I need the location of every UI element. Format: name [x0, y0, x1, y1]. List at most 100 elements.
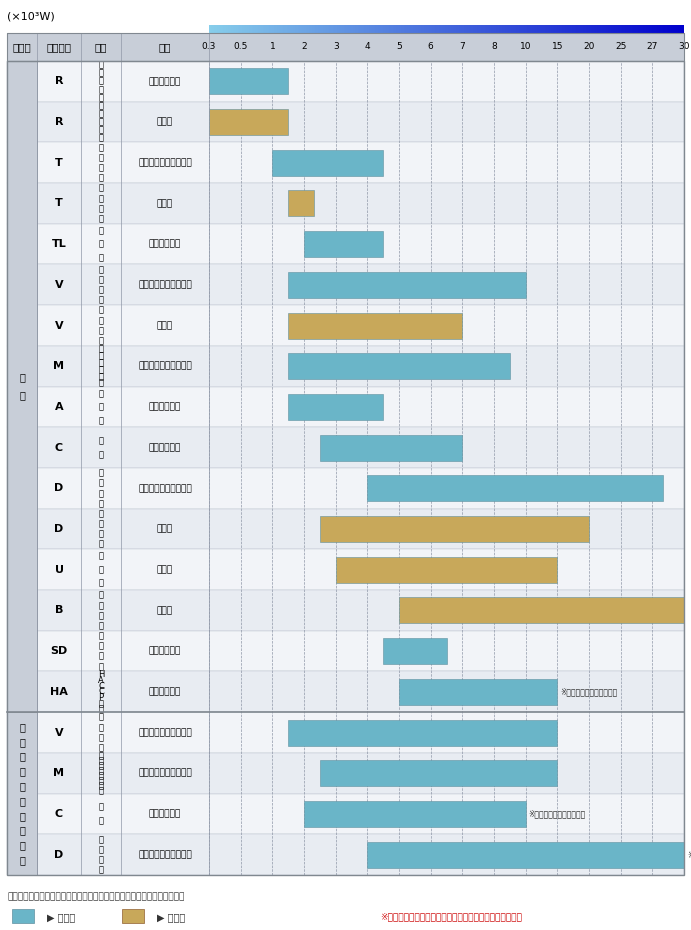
- Bar: [567, 25, 569, 33]
- Text: ▶ 冷凍用: ▶ 冷凍用: [157, 912, 185, 922]
- Text: A: A: [55, 402, 64, 412]
- Bar: [467, 25, 469, 33]
- Text: R: R: [55, 76, 64, 86]
- Text: オフサイクル: オフサイクル: [149, 687, 181, 697]
- Bar: [244, 25, 245, 33]
- Bar: [388, 25, 390, 33]
- Bar: [660, 25, 662, 33]
- Bar: [320, 516, 589, 542]
- Text: 量: 量: [99, 358, 104, 367]
- Text: 冷: 冷: [99, 499, 104, 508]
- Text: 事: 事: [99, 403, 104, 411]
- Bar: [7, 834, 684, 875]
- Bar: [500, 25, 502, 33]
- Bar: [288, 353, 510, 379]
- Bar: [636, 25, 638, 33]
- Bar: [654, 25, 656, 33]
- Text: 強: 強: [99, 856, 104, 864]
- Text: 量: 量: [99, 337, 104, 345]
- Text: 型: 型: [99, 520, 104, 528]
- Bar: [553, 25, 554, 33]
- Bar: [288, 312, 462, 339]
- Text: T: T: [55, 198, 63, 208]
- Text: V: V: [55, 727, 64, 737]
- Text: 型: 型: [99, 845, 104, 854]
- Bar: [7, 346, 684, 387]
- Bar: [283, 25, 285, 33]
- Text: P: P: [98, 693, 104, 702]
- Text: 防: 防: [19, 796, 25, 806]
- Bar: [272, 25, 274, 33]
- Bar: [348, 25, 350, 33]
- Text: 度: 度: [99, 777, 104, 785]
- Bar: [681, 25, 683, 33]
- Text: 大: 大: [99, 510, 104, 518]
- Bar: [560, 25, 562, 33]
- Text: 冷: 冷: [99, 539, 104, 549]
- Bar: [502, 25, 504, 33]
- Text: オフサイクル: オフサイクル: [149, 403, 181, 411]
- Bar: [493, 25, 494, 33]
- Bar: [472, 25, 473, 33]
- Bar: [455, 25, 456, 33]
- Bar: [516, 25, 518, 33]
- Bar: [627, 25, 629, 33]
- Text: 7: 7: [460, 43, 465, 51]
- Bar: [464, 25, 466, 33]
- Bar: [223, 25, 225, 33]
- Bar: [288, 25, 290, 33]
- Bar: [662, 25, 663, 33]
- Text: 薄: 薄: [99, 126, 104, 135]
- Bar: [7, 712, 37, 875]
- Text: 超: 超: [99, 110, 104, 118]
- Bar: [254, 25, 255, 33]
- Bar: [392, 25, 395, 33]
- Text: C: C: [98, 682, 104, 691]
- Text: オフサイクル: オフサイクル: [149, 646, 181, 656]
- Text: 高: 高: [99, 766, 104, 776]
- Bar: [624, 25, 625, 33]
- Bar: [285, 25, 287, 33]
- Bar: [364, 25, 366, 33]
- Bar: [304, 232, 384, 258]
- Text: B: B: [55, 605, 63, 616]
- Bar: [495, 25, 498, 33]
- Bar: [303, 25, 304, 33]
- Bar: [558, 25, 559, 33]
- Bar: [444, 25, 445, 33]
- Bar: [504, 25, 505, 33]
- Bar: [494, 25, 495, 33]
- Text: V: V: [55, 280, 64, 290]
- Bar: [380, 25, 382, 33]
- Bar: [509, 25, 510, 33]
- Text: 軽: 軽: [99, 733, 104, 742]
- Bar: [564, 25, 565, 33]
- Text: 量: 量: [99, 174, 104, 182]
- Bar: [7, 631, 684, 671]
- Bar: [422, 25, 423, 33]
- Bar: [462, 25, 464, 33]
- Text: 風: 風: [99, 352, 104, 361]
- Bar: [482, 25, 483, 33]
- Bar: [586, 25, 587, 33]
- Bar: [532, 25, 533, 33]
- Text: オフサイクル・ヒータ: オフサイクル・ヒータ: [138, 728, 192, 737]
- Bar: [247, 25, 249, 33]
- Bar: [486, 25, 488, 33]
- Bar: [294, 25, 296, 33]
- Text: M: M: [53, 768, 64, 778]
- Text: HA: HA: [50, 687, 68, 697]
- Bar: [641, 25, 643, 33]
- Text: オフサイクル: オフサイクル: [149, 444, 181, 452]
- Bar: [7, 753, 684, 793]
- Text: 大: 大: [99, 591, 104, 600]
- Text: 流: 流: [99, 662, 104, 671]
- Bar: [406, 25, 407, 33]
- Bar: [545, 25, 547, 33]
- Text: 風: 風: [99, 756, 104, 765]
- Text: D: D: [55, 850, 64, 859]
- Bar: [433, 25, 434, 33]
- Text: ▶ 冷蔵用: ▶ 冷蔵用: [47, 912, 75, 922]
- Text: 冷: 冷: [99, 866, 104, 874]
- Bar: [543, 25, 545, 33]
